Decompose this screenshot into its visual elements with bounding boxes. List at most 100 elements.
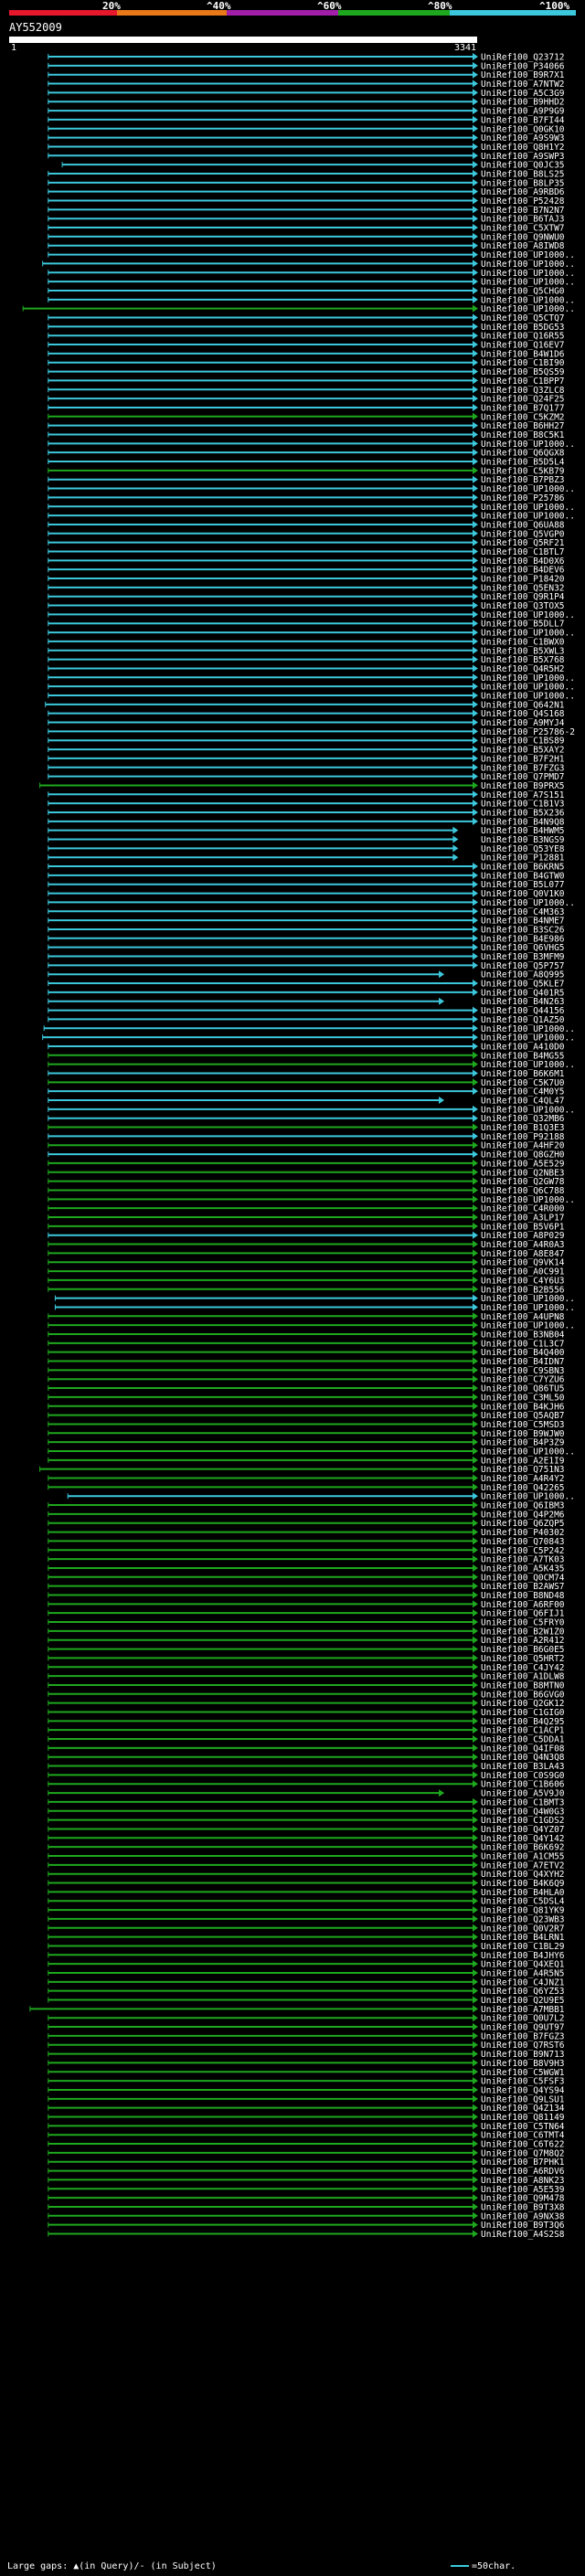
- hit-label[interactable]: UniRef100_B6GVG0: [481, 1690, 565, 1700]
- hit-label[interactable]: UniRef100_B5L077: [481, 880, 565, 890]
- hit-label[interactable]: UniRef100_C4R000: [481, 1204, 565, 1214]
- hit-label[interactable]: UniRef100_B3LA43: [481, 1762, 565, 1772]
- hit-row[interactable]: UniRef100_C4M0Y5: [48, 1087, 565, 1097]
- hit-row[interactable]: UniRef100_Q5CHG0: [48, 286, 565, 296]
- hit-label[interactable]: UniRef100_A8IWD8: [481, 241, 565, 251]
- hit-row[interactable]: UniRef100_Q4Z134: [48, 2104, 565, 2114]
- hit-label[interactable]: UniRef100_C4QL47: [481, 1097, 565, 1107]
- hit-label[interactable]: UniRef100_B4K6Q9: [481, 1879, 565, 1889]
- hit-label[interactable]: UniRef100_B8LP35: [481, 178, 565, 188]
- hit-row[interactable]: UniRef100_Q6YZ53: [48, 1987, 565, 1997]
- hit-row[interactable]: UniRef100_C1GDS2: [48, 1816, 565, 1826]
- hit-label[interactable]: UniRef100_A9MYJ4: [481, 718, 565, 728]
- hit-label[interactable]: UniRef100_Q642N1: [481, 700, 565, 710]
- hit-label[interactable]: UniRef100_A5V9J0: [481, 1789, 565, 1799]
- hit-row[interactable]: UniRef100_UP1000..: [48, 898, 575, 908]
- hit-row[interactable]: UniRef100_UP1000..: [48, 1447, 575, 1457]
- hit-row[interactable]: UniRef100_C1BPP7: [48, 376, 565, 387]
- hit-label[interactable]: UniRef100_B9HHD2: [481, 98, 565, 108]
- hit-label[interactable]: UniRef100_A7ETV2: [481, 1860, 565, 1871]
- hit-label[interactable]: UniRef100_C1BTL7: [481, 547, 565, 557]
- hit-row[interactable]: UniRef100_P52428: [48, 196, 565, 207]
- hit-label[interactable]: UniRef100_UP1000..: [481, 512, 575, 522]
- hit-row[interactable]: UniRef100_C5MSD3: [48, 1420, 565, 1430]
- hit-row[interactable]: UniRef100_B4GTW0: [48, 871, 565, 881]
- hit-row[interactable]: UniRef100_B5QS59: [48, 367, 565, 377]
- hit-row[interactable]: UniRef100_Q6VHG5: [48, 943, 565, 953]
- hit-label[interactable]: UniRef100_B7Q177: [481, 403, 565, 413]
- hit-label[interactable]: UniRef100_B8ND48: [481, 1591, 565, 1601]
- hit-row[interactable]: UniRef100_Q4W0G3: [48, 1807, 565, 1817]
- hit-row[interactable]: UniRef100_C1BI90: [48, 358, 565, 368]
- hit-label[interactable]: UniRef100_Q4Y142: [481, 1834, 565, 1844]
- hit-label[interactable]: UniRef100_B4DEV6: [481, 566, 565, 576]
- hit-label[interactable]: UniRef100_A5E529: [481, 1159, 565, 1169]
- hit-label[interactable]: UniRef100_Q7M8Q2: [481, 2148, 565, 2158]
- hit-label[interactable]: UniRef100_Q9LSU1: [481, 2094, 565, 2104]
- hit-label[interactable]: UniRef100_B5XWL3: [481, 646, 565, 656]
- hit-row[interactable]: UniRef100_Q4S168: [48, 709, 565, 719]
- hit-label[interactable]: UniRef100_UP1000..: [481, 260, 575, 270]
- hit-row[interactable]: UniRef100_A2R412: [48, 1636, 565, 1646]
- hit-row[interactable]: UniRef100_C5DSL4: [48, 1897, 565, 1907]
- hit-row[interactable]: UniRef100_C1BMT3: [48, 1797, 565, 1807]
- hit-label[interactable]: UniRef100_B2AWS7: [481, 1582, 565, 1592]
- hit-row[interactable]: UniRef100_C1ACP1: [48, 1726, 565, 1736]
- hit-label[interactable]: UniRef100_Q5CTQ7: [481, 313, 565, 323]
- hit-label[interactable]: UniRef100_Q16R55: [481, 332, 565, 342]
- hit-row[interactable]: UniRef100_B4DEV6: [48, 566, 565, 576]
- hit-label[interactable]: UniRef100_Q6VHG5: [481, 943, 565, 953]
- hit-label[interactable]: UniRef100_Q7PMD7: [481, 772, 565, 782]
- hit-label[interactable]: UniRef100_C1BS89: [481, 737, 565, 747]
- hit-label[interactable]: UniRef100_C1BPP7: [481, 376, 565, 387]
- hit-label[interactable]: UniRef100_B4E986: [481, 934, 565, 944]
- hit-row[interactable]: UniRef100_B4HLA0: [48, 1888, 565, 1898]
- hit-label[interactable]: UniRef100_Q4XEQ1: [481, 1960, 565, 1970]
- hit-row[interactable]: UniRef100_Q5P757: [48, 961, 565, 971]
- hit-row[interactable]: UniRef100_B4IDN7: [48, 1357, 565, 1367]
- hit-row[interactable]: UniRef100_C5TN64: [48, 2122, 565, 2132]
- hit-label[interactable]: UniRef100_Q751N3: [481, 1465, 565, 1475]
- hit-label[interactable]: UniRef100_C5DSL4: [481, 1897, 565, 1907]
- hit-row[interactable]: UniRef100_B7N2N7: [48, 206, 565, 216]
- hit-label[interactable]: UniRef100_UP1000..: [481, 269, 575, 279]
- hit-label[interactable]: UniRef100_A410D0: [481, 1042, 565, 1052]
- hit-row[interactable]: UniRef100_B5X236: [48, 808, 565, 818]
- hit-row[interactable]: UniRef100_A5C3G9: [48, 89, 565, 99]
- hit-row[interactable]: UniRef100_UP1000..: [48, 269, 575, 279]
- hit-row[interactable]: UniRef100_Q16EV7: [48, 341, 565, 351]
- hit-row[interactable]: UniRef100_B5DG53: [48, 323, 565, 333]
- hit-row[interactable]: UniRef100_P34066: [48, 61, 565, 71]
- hit-label[interactable]: UniRef100_Q5RF21: [481, 538, 565, 548]
- hit-row[interactable]: UniRef100_UP1000..: [42, 260, 575, 270]
- hit-row[interactable]: UniRef100_B7PHK1: [48, 2157, 565, 2168]
- hit-label[interactable]: UniRef100_Q6FIJ1: [481, 1609, 565, 1619]
- hit-label[interactable]: UniRef100_A5C3G9: [481, 89, 565, 99]
- hit-label[interactable]: UniRef100_P18420: [481, 575, 565, 585]
- hit-label[interactable]: UniRef100_A8E847: [481, 1249, 565, 1259]
- hit-label[interactable]: UniRef100_C5WGW1: [481, 2068, 565, 2078]
- hit-row[interactable]: UniRef100_A2E1I9: [48, 1456, 565, 1466]
- hit-label[interactable]: UniRef100_A3LP17: [481, 1214, 565, 1224]
- hit-row[interactable]: UniRef100_UP1000..: [48, 1060, 575, 1070]
- hit-row[interactable]: UniRef100_C5K7U0: [48, 1078, 565, 1088]
- hit-row[interactable]: UniRef100_UP1000..: [48, 440, 575, 450]
- hit-row[interactable]: UniRef100_Q23712: [48, 53, 565, 63]
- hit-label[interactable]: UniRef100_A4R5N5: [481, 1968, 565, 1978]
- hit-row[interactable]: UniRef100_B8MTN0: [48, 1680, 565, 1691]
- hit-row[interactable]: UniRef100_B5D5L4: [48, 458, 565, 468]
- hit-label[interactable]: UniRef100_Q5VGP0: [481, 529, 565, 539]
- hit-row[interactable]: UniRef100_C3ML50: [48, 1393, 565, 1403]
- hit-label[interactable]: UniRef100_A1CM55: [481, 1852, 565, 1862]
- hit-label[interactable]: UniRef100_C5FSF3: [481, 2077, 565, 2087]
- hit-row[interactable]: UniRef100_Q6FIJ1: [48, 1609, 565, 1619]
- hit-label[interactable]: UniRef100_A5E539: [481, 2185, 565, 2195]
- hit-label[interactable]: UniRef100_A5K435: [481, 1564, 565, 1574]
- hit-label[interactable]: UniRef100_Q7RST6: [481, 2041, 565, 2051]
- hit-row[interactable]: UniRef100_Q86TU5: [48, 1384, 565, 1394]
- hit-row[interactable]: UniRef100_Q6QGX8: [48, 449, 565, 459]
- hit-label[interactable]: UniRef100_Q0V1K0: [481, 889, 565, 899]
- hit-row[interactable]: UniRef100_B5XAY2: [48, 746, 565, 756]
- hit-label[interactable]: UniRef100_UP1000..: [481, 484, 575, 494]
- hit-label[interactable]: UniRef100_B5X768: [481, 655, 565, 665]
